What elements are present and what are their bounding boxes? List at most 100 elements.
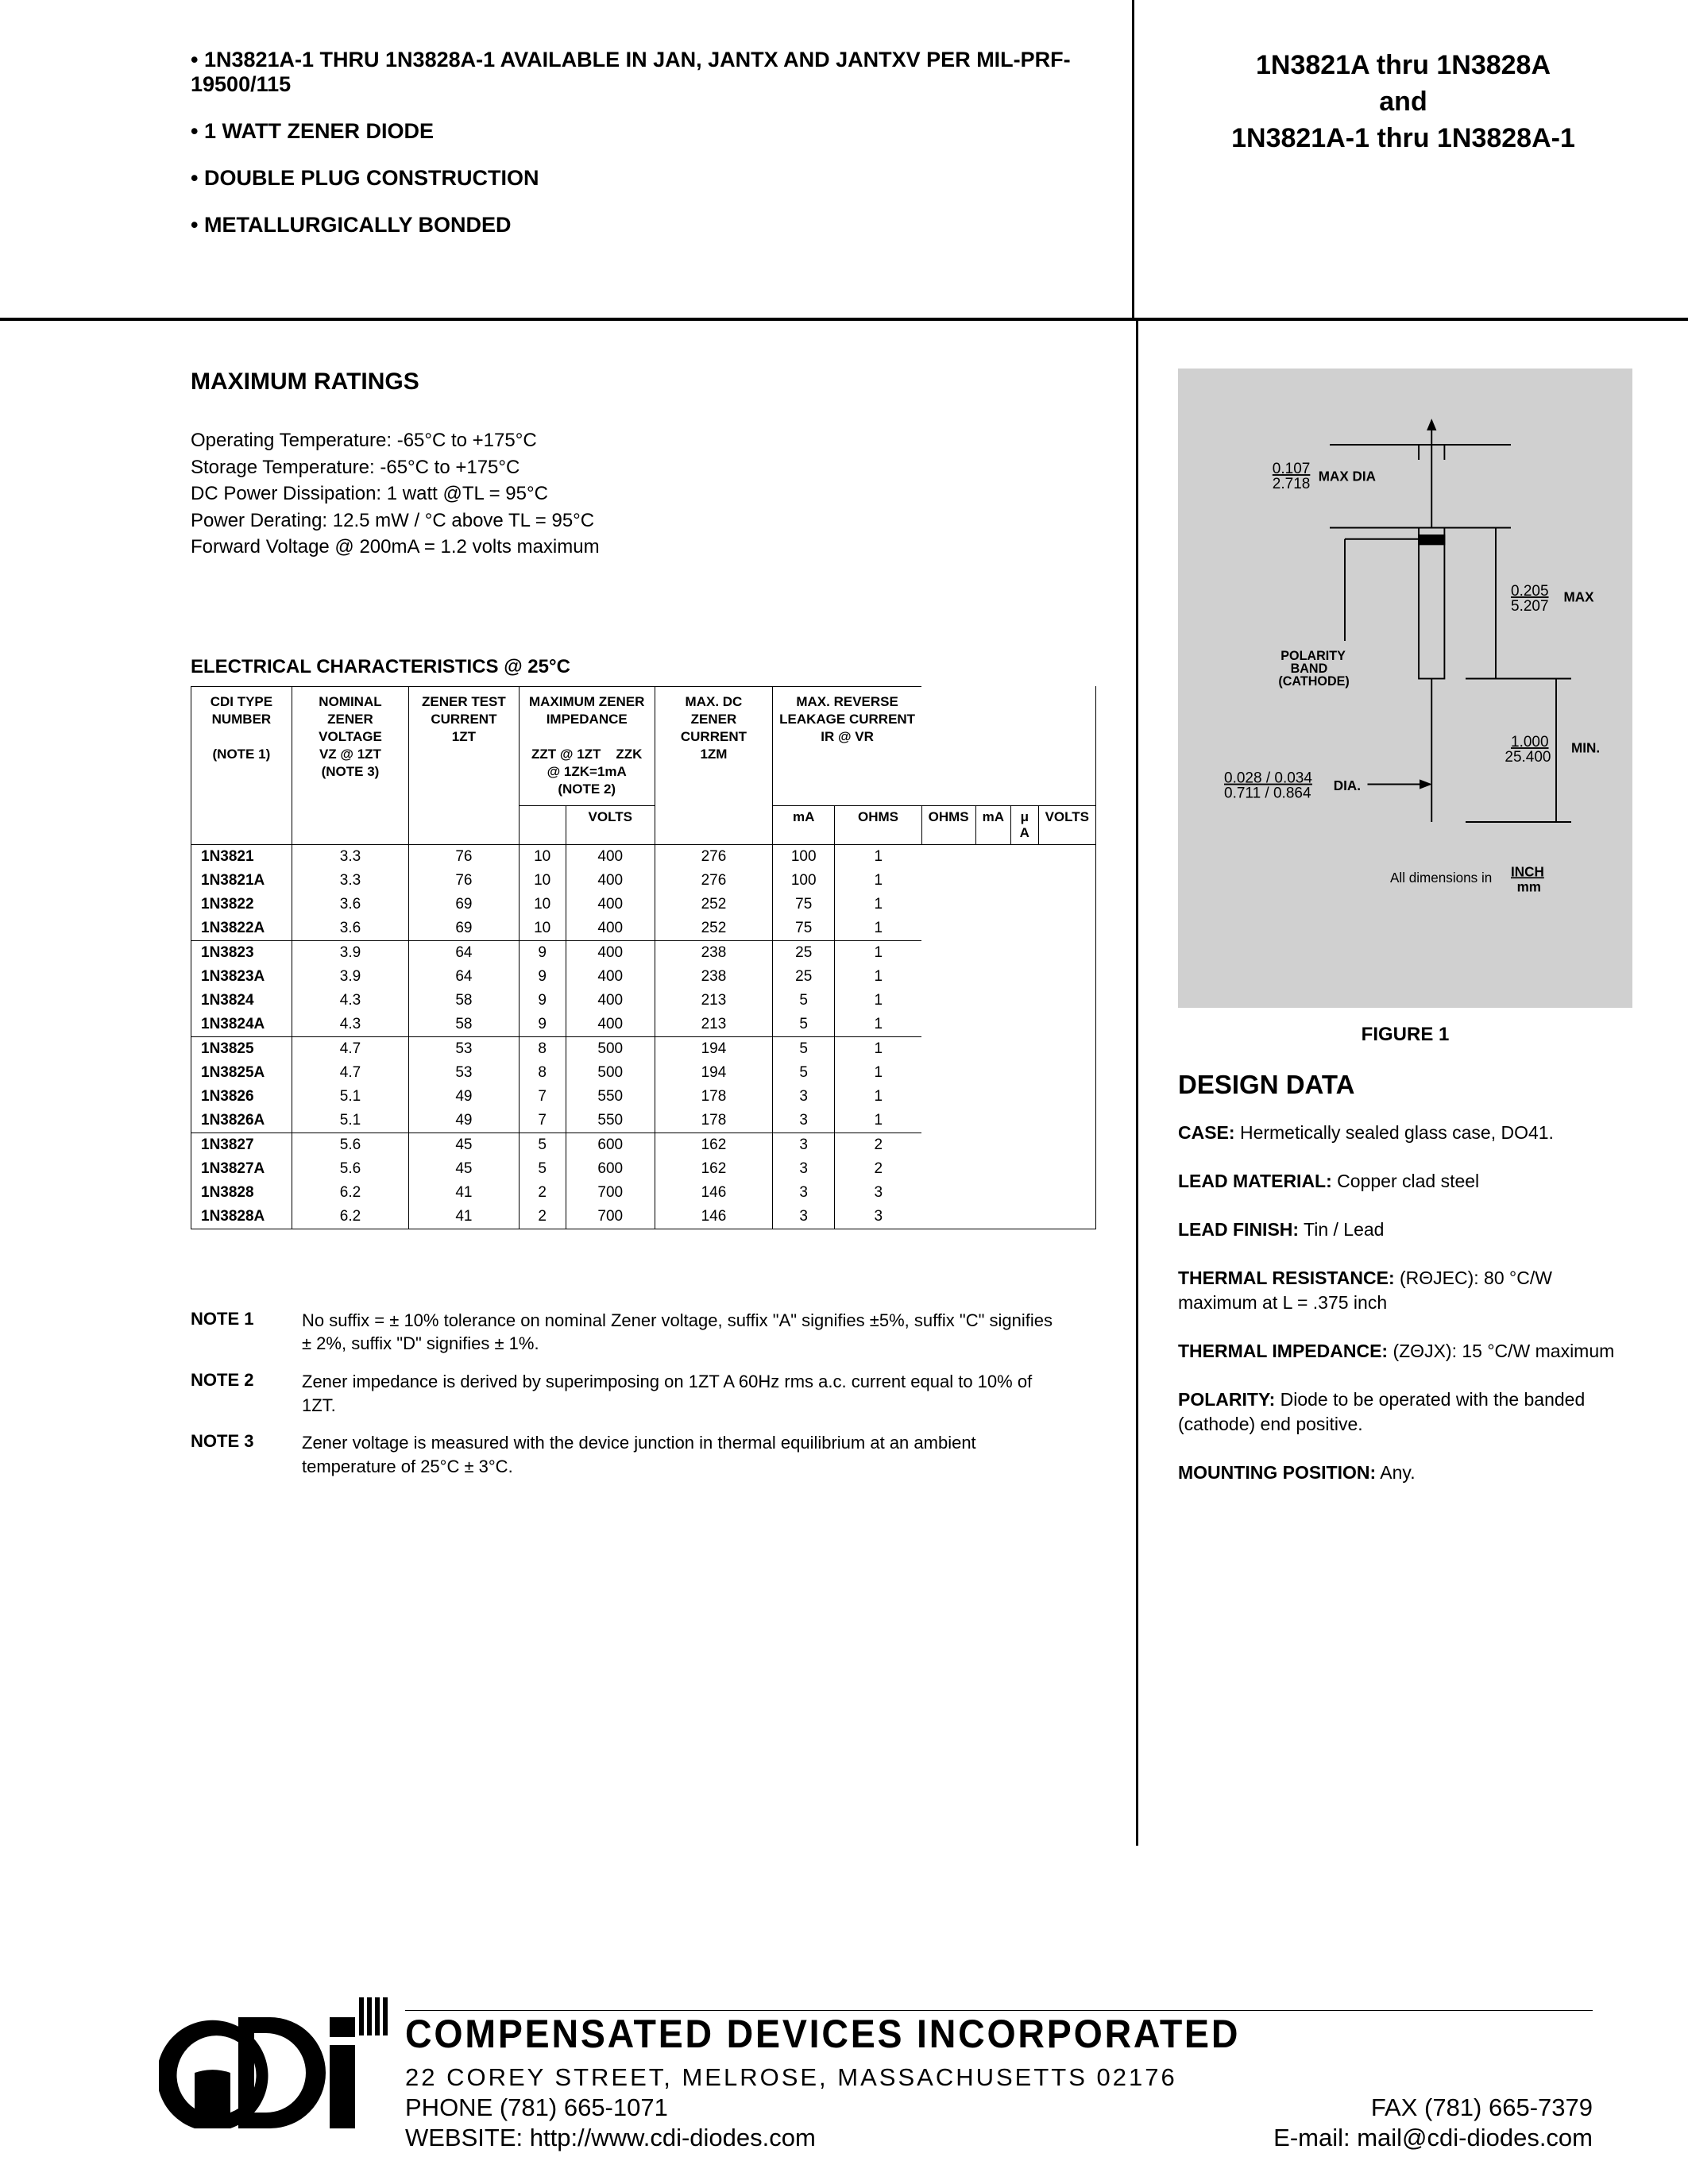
table-row: 1N3823A3.9649400238251 <box>191 965 1096 989</box>
design-key: MOUNTING POSITION: <box>1178 1462 1376 1483</box>
table-cell: 400 <box>566 916 655 941</box>
table-cell: 1N3828A <box>191 1205 292 1229</box>
col-header: ZENER TEST CURRENT1ZT <box>409 686 519 844</box>
col-header: CDI TYPE NUMBER(NOTE 1) <box>191 686 292 844</box>
rating-line: Operating Temperature: -65°C to +175°C <box>191 427 1096 454</box>
table-cell: 1N3821 <box>191 844 292 869</box>
table-cell: 7 <box>519 1085 566 1109</box>
table-cell: 1 <box>835 940 921 965</box>
table-cell: 41 <box>409 1181 519 1205</box>
table-cell: 1N3825 <box>191 1036 292 1061</box>
svg-text:0.205: 0.205 <box>1511 583 1549 600</box>
footer: COMPENSATED DEVICES INCORPORATED 22 CORE… <box>0 1997 1688 2152</box>
table-cell: 146 <box>655 1205 772 1229</box>
design-item: THERMAL RESISTANCE: (RΘJEC): 80 °C/W max… <box>1178 1266 1632 1315</box>
unit-cell: OHMS <box>835 805 921 844</box>
table-cell: 9 <box>519 940 566 965</box>
table-cell: 1 <box>835 1013 921 1037</box>
table-cell: 8 <box>519 1061 566 1085</box>
feature-bullet: 1 WATT ZENER DIODE <box>191 119 1084 144</box>
table-cell: 238 <box>655 965 772 989</box>
table-cell: 1N3825A <box>191 1061 292 1085</box>
table-cell: 3.6 <box>292 916 408 941</box>
table-cell: 58 <box>409 1013 519 1037</box>
svg-text:INCH: INCH <box>1511 864 1544 879</box>
table-cell: 550 <box>566 1109 655 1133</box>
table-cell: 7 <box>519 1109 566 1133</box>
rating-line: DC Power Dissipation: 1 watt @TL = 95°C <box>191 480 1096 507</box>
feature-bullet: 1N3821A-1 THRU 1N3828A-1 AVAILABLE IN JA… <box>191 48 1084 97</box>
table-cell: 69 <box>409 916 519 941</box>
svg-text:mm: mm <box>1517 879 1541 894</box>
unit-cell: VOLTS <box>1038 805 1095 844</box>
table-cell: 276 <box>655 844 772 869</box>
table-cell: 400 <box>566 940 655 965</box>
design-data-heading: DESIGN DATA <box>1178 1070 1632 1100</box>
figure-label: FIGURE 1 <box>1178 1024 1632 1046</box>
table-cell: 76 <box>409 844 519 869</box>
table-row: 1N38233.9649400238251 <box>191 940 1096 965</box>
title-line: 1N3821A-1 thru 1N3828A-1 <box>1166 121 1640 157</box>
table-cell: 5 <box>773 989 835 1013</box>
table-cell: 3.3 <box>292 844 408 869</box>
table-cell: 1N3823A <box>191 965 292 989</box>
feature-bullet: DOUBLE PLUG CONSTRUCTION <box>191 166 1084 191</box>
table-cell: 252 <box>655 916 772 941</box>
col-header: MAX. DC ZENER CURRENT1ZM <box>655 686 772 844</box>
rating-line: Storage Temperature: -65°C to +175°C <box>191 454 1096 481</box>
table-cell: 5.1 <box>292 1085 408 1109</box>
notes-block: NOTE 1No suffix = ± 10% tolerance on nom… <box>191 1309 1096 1479</box>
table-cell: 162 <box>655 1133 772 1157</box>
fax: FAX (781) 665-7379 <box>1371 2093 1593 2122</box>
table-cell: 45 <box>409 1157 519 1181</box>
table-cell: 3.3 <box>292 869 408 893</box>
email-link[interactable]: E-mail: mail@cdi-diodes.com <box>1273 2124 1593 2152</box>
table-cell: 1 <box>835 844 921 869</box>
table-row: 1N38275.645560016232 <box>191 1133 1096 1157</box>
table-cell: 58 <box>409 989 519 1013</box>
website-link[interactable]: WEBSITE: http://www.cdi-diodes.com <box>405 2124 816 2152</box>
address-line: 22 COREY STREET, MELROSE, MASSACHUSETTS … <box>405 2063 1593 2092</box>
table-cell: 3 <box>773 1157 835 1181</box>
table-cell: 2 <box>519 1181 566 1205</box>
table-cell: 6.2 <box>292 1181 408 1205</box>
electrical-characteristics-table: CDI TYPE NUMBER(NOTE 1) NOMINAL ZENER VO… <box>191 686 1096 1229</box>
design-data-body: CASE: Hermetically sealed glass case, DO… <box>1178 1121 1632 1485</box>
table-header-row: CDI TYPE NUMBER(NOTE 1) NOMINAL ZENER VO… <box>191 686 1096 805</box>
svg-text:0.711 / 0.864: 0.711 / 0.864 <box>1224 785 1311 802</box>
table-cell: 252 <box>655 893 772 916</box>
svg-text:0.028 / 0.034: 0.028 / 0.034 <box>1224 770 1312 787</box>
part-title: 1N3821A thru 1N3828A and 1N3821A-1 thru … <box>1132 0 1688 318</box>
table-row: 1N38286.241270014633 <box>191 1181 1096 1205</box>
note-label: NOTE 1 <box>191 1309 302 1356</box>
table-cell: 3 <box>835 1181 921 1205</box>
table-cell: 25 <box>773 965 835 989</box>
table-cell: 1N3821A <box>191 869 292 893</box>
svg-text:(CATHODE): (CATHODE) <box>1278 674 1349 689</box>
unit-cell: mA <box>773 805 835 844</box>
note-text: Zener impedance is derived by superimpos… <box>302 1370 1096 1417</box>
main-section: MAXIMUM RATINGS Operating Temperature: -… <box>0 321 1688 1846</box>
table-cell: 550 <box>566 1085 655 1109</box>
table-cell: 3 <box>773 1133 835 1157</box>
table-cell: 49 <box>409 1109 519 1133</box>
note-label: NOTE 3 <box>191 1431 302 1478</box>
table-cell: 400 <box>566 1013 655 1037</box>
figure-1-diagram: 0.107 2.718 MAX DIA 0.205 5.207 MAX 1.00… <box>1178 369 1632 1008</box>
table-row: 1N38213.376104002761001 <box>191 844 1096 869</box>
table-cell: 400 <box>566 965 655 989</box>
note-row: NOTE 1No suffix = ± 10% tolerance on nom… <box>191 1309 1096 1356</box>
table-cell: 4.7 <box>292 1061 408 1085</box>
rating-line: Power Derating: 12.5 mW / °C above TL = … <box>191 507 1096 534</box>
table-cell: 1 <box>835 989 921 1013</box>
table-cell: 1 <box>835 869 921 893</box>
table-cell: 194 <box>655 1061 772 1085</box>
table-cell: 9 <box>519 1013 566 1037</box>
table-cell: 9 <box>519 965 566 989</box>
table-cell: 1N3822A <box>191 916 292 941</box>
table-cell: 3 <box>773 1181 835 1205</box>
col-header: MAXIMUM ZENER IMPEDANCEZZT @ 1ZT ZZK @ 1… <box>519 686 655 805</box>
table-cell: 3 <box>773 1109 835 1133</box>
left-column: MAXIMUM RATINGS Operating Temperature: -… <box>0 321 1136 1846</box>
table-cell: 178 <box>655 1085 772 1109</box>
